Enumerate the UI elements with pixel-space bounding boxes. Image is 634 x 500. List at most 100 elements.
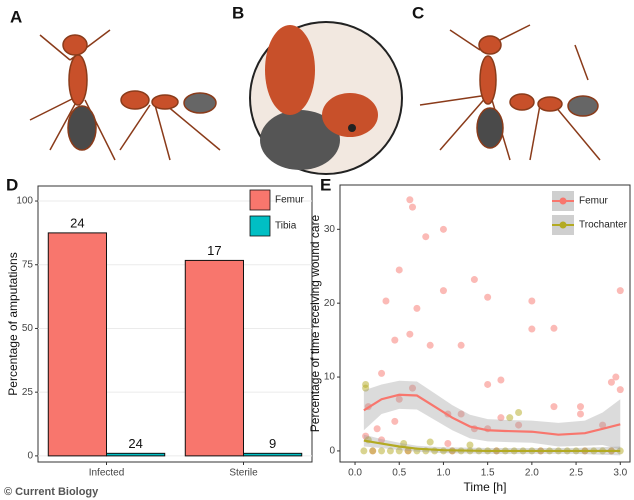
point: [515, 409, 523, 417]
point: [373, 425, 381, 433]
point: [470, 276, 478, 284]
bar-count-label: 24: [70, 215, 84, 230]
y-axis-label: Percentage of time receiving wound care: [308, 214, 322, 432]
point: [362, 384, 370, 392]
point: [409, 203, 416, 211]
point: [406, 196, 414, 204]
point: [413, 304, 421, 312]
y-tick-label: 10: [324, 372, 336, 383]
point: [444, 440, 452, 448]
point: [439, 287, 447, 295]
x-tick-label: 3.0: [613, 468, 627, 479]
bar-count-label: 24: [128, 436, 142, 451]
point: [550, 403, 558, 411]
legend-swatch: [249, 215, 271, 237]
point: [386, 447, 394, 455]
legend-label: Femur: [579, 196, 609, 207]
point: [400, 440, 408, 448]
panel-label: B: [232, 3, 244, 22]
point: [616, 386, 624, 394]
credit: © Current Biology: [4, 486, 99, 498]
smooth-line: [363, 439, 621, 453]
legend-label: Trochanter: [579, 220, 628, 231]
point: [457, 341, 465, 349]
x-tick-label: 1.5: [481, 468, 495, 479]
x-tick-label: 1.0: [436, 468, 450, 479]
illustration-a: [29, 29, 221, 161]
point: [515, 421, 523, 429]
y-tick-label: 0: [329, 446, 335, 457]
y-tick-label: 30: [324, 224, 336, 235]
point: [457, 410, 465, 418]
y-tick-label: 100: [16, 196, 33, 207]
point: [497, 414, 505, 422]
point: [599, 421, 607, 429]
legend-dot: [559, 197, 567, 205]
x-tick-label: 0.5: [392, 468, 406, 479]
x-tick-label: 0.0: [348, 468, 362, 479]
bar: [184, 259, 244, 457]
point: [404, 447, 412, 455]
point: [369, 447, 377, 455]
x-tick-label: 2.5: [569, 468, 583, 479]
point: [395, 266, 403, 274]
point: [378, 369, 386, 377]
x-tick-label: 2.0: [525, 468, 539, 479]
point: [391, 336, 399, 344]
point: [382, 297, 390, 305]
point: [616, 287, 624, 295]
point: [391, 417, 399, 425]
legend-dot: [559, 221, 567, 229]
panel-label: D: [6, 175, 18, 194]
y-tick-label: 25: [22, 387, 34, 398]
bar: [106, 452, 166, 457]
point: [439, 225, 447, 233]
point: [426, 438, 434, 446]
point: [409, 384, 416, 392]
point: [576, 403, 584, 411]
panel-label: A: [10, 7, 22, 26]
confidence-band: [363, 380, 621, 450]
illustration-b: [249, 21, 403, 175]
y-axis-label: Percentage of amputations: [6, 252, 20, 395]
point: [484, 380, 492, 388]
point: [466, 441, 474, 449]
x-tick-label: Infected: [89, 468, 125, 479]
point: [360, 447, 368, 455]
legend-label: Tibia: [275, 221, 297, 232]
point: [395, 395, 403, 403]
point: [484, 293, 492, 301]
panel-label: C: [412, 3, 424, 22]
legend-swatch: [249, 189, 271, 211]
y-tick-label: 0: [27, 451, 33, 462]
legend-label: Femur: [275, 195, 305, 206]
y-tick-label: 50: [22, 323, 34, 334]
point: [576, 410, 584, 418]
point: [550, 324, 558, 332]
point: [528, 297, 536, 305]
credit-bg: [0, 484, 105, 500]
point: [497, 376, 505, 384]
smooth-line: [363, 393, 621, 436]
point: [378, 447, 386, 455]
y-tick-label: 20: [324, 298, 336, 309]
bar: [47, 232, 107, 457]
panel-label: E: [320, 175, 331, 194]
point: [426, 341, 434, 349]
illustration-c: [419, 24, 601, 161]
y-tick-label: 75: [22, 259, 34, 270]
point: [422, 233, 430, 241]
bar-count-label: 17: [207, 243, 221, 258]
bar: [243, 452, 303, 457]
point: [406, 330, 414, 338]
point: [506, 414, 514, 422]
x-tick-label: Sterile: [229, 468, 258, 479]
bar-count-label: 9: [269, 436, 276, 451]
point: [612, 373, 620, 381]
point: [378, 436, 386, 444]
x-axis-label: Time [h]: [464, 480, 507, 494]
point: [395, 447, 403, 455]
point: [528, 325, 536, 333]
point: [607, 378, 615, 386]
